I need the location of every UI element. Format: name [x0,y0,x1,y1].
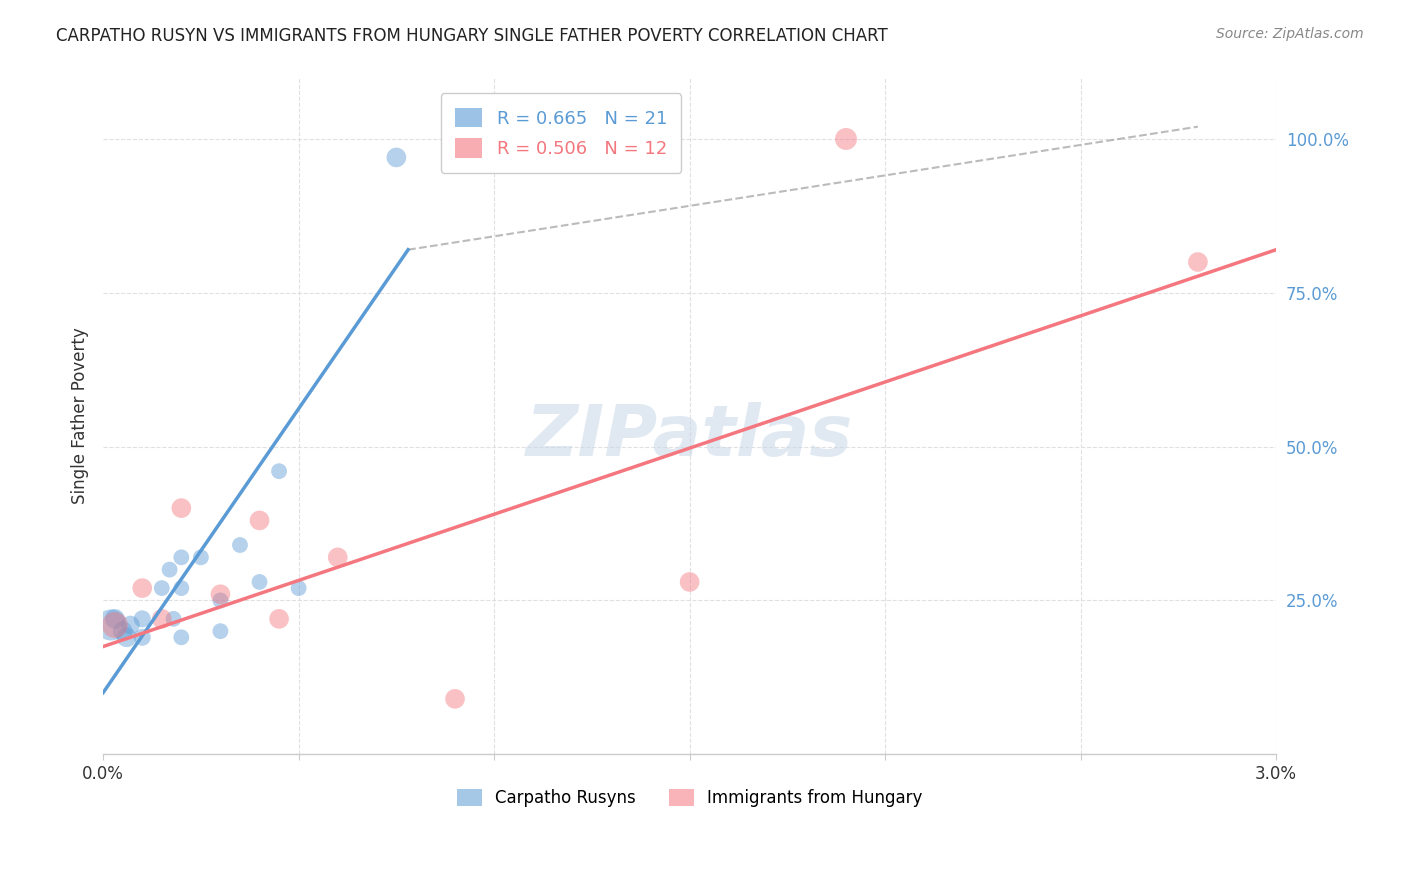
Point [249,513,271,527]
Point [104,618,127,632]
Point [170,501,193,516]
Point [131,612,153,626]
Point [326,550,349,565]
Point [100,618,122,632]
Point [209,593,232,607]
Point [115,630,138,644]
Point [209,624,232,639]
Y-axis label: Single Father Poverty: Single Father Poverty [72,327,89,504]
Point [150,612,173,626]
Point [159,563,181,577]
Point [111,624,134,639]
Point [131,581,153,595]
Point [170,630,193,644]
Point [287,581,309,595]
Legend: Carpatho Rusyns, Immigrants from Hungary: Carpatho Rusyns, Immigrants from Hungary [450,782,929,814]
Point [229,538,252,552]
Point [835,132,858,146]
Point [162,612,184,626]
Point [678,574,700,589]
Point [131,630,153,644]
Point [249,574,271,589]
Point [385,150,408,164]
Text: CARPATHO RUSYN VS IMMIGRANTS FROM HUNGARY SINGLE FATHER POVERTY CORRELATION CHAR: CARPATHO RUSYN VS IMMIGRANTS FROM HUNGAR… [56,27,889,45]
Point [1187,255,1209,269]
Point [444,691,467,706]
Point [209,587,232,601]
Point [267,464,290,478]
Point [120,618,142,632]
Text: ZIPatlas: ZIPatlas [526,401,853,471]
Text: Source: ZipAtlas.com: Source: ZipAtlas.com [1216,27,1364,41]
Point [267,612,290,626]
Point [190,550,212,565]
Point [170,550,193,565]
Point [104,612,127,626]
Point [150,581,173,595]
Point [170,581,193,595]
